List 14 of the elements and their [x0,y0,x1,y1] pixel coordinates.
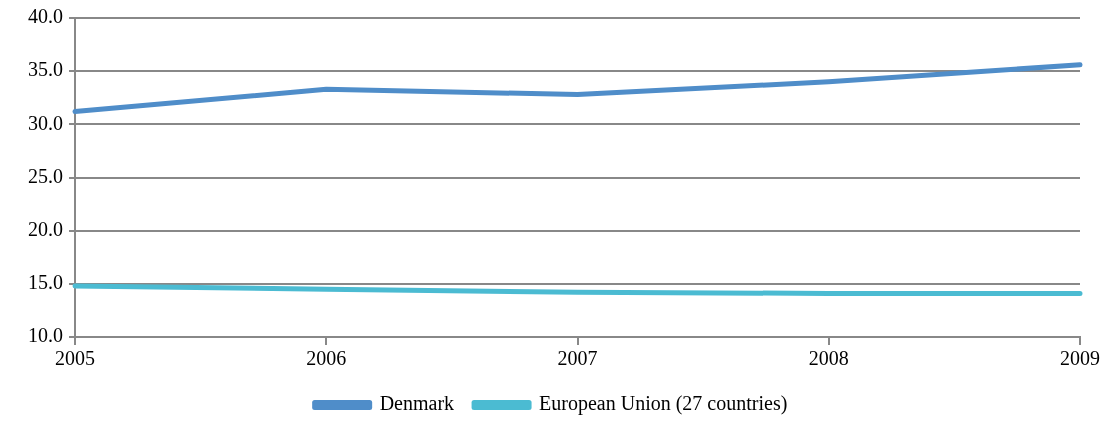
legend-label: Denmark [379,392,455,415]
y-tick-label: 40.0 [28,5,63,28]
x-tick-label: 2009 [1060,347,1100,370]
x-tick-label: 2005 [55,347,95,370]
x-tick-label: 2007 [557,347,598,370]
y-tick-label: 15.0 [28,271,63,294]
y-tick-label: 10.0 [28,324,63,347]
x-tick-label: 2006 [306,347,347,370]
y-tick-label: 25.0 [28,164,63,187]
y-tick-label: 35.0 [28,58,63,81]
x-tick-label: 2008 [808,347,849,370]
y-tick-label: 20.0 [28,217,63,240]
y-tick-label: 30.0 [28,111,63,134]
legend-label: European Union (27 countries) [539,392,788,416]
